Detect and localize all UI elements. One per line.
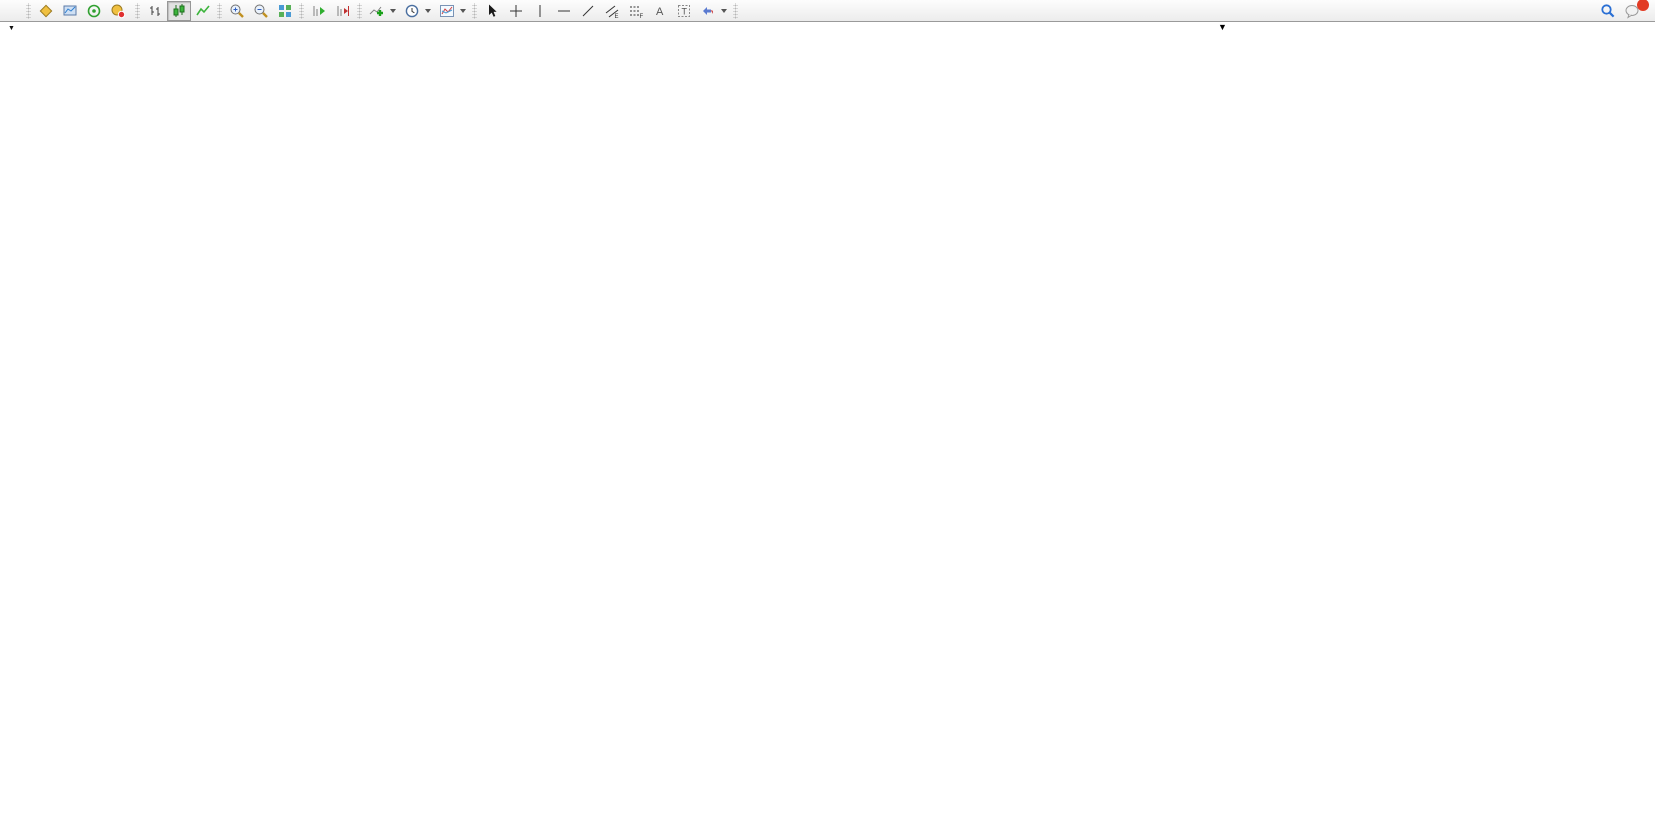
equidistant-channel-button[interactable]: E [600, 1, 624, 21]
templates-button[interactable] [435, 1, 470, 21]
arrows-button[interactable] [696, 1, 731, 21]
market-watch-icon [39, 4, 53, 17]
fibonacci-icon: F [630, 6, 644, 19]
toolbar-grip [217, 2, 222, 19]
new-order-button[interactable] [2, 1, 24, 21]
text-label-icon: T [678, 4, 690, 17]
equidistant-channel-icon: E [605, 5, 619, 19]
tile-windows-button[interactable] [273, 1, 297, 21]
zoom-out-button[interactable] [249, 1, 273, 21]
text-label-button[interactable]: T [672, 1, 696, 21]
trendline-button[interactable] [576, 1, 600, 21]
signal-icon [87, 4, 101, 17]
toolbar-grip [299, 2, 304, 19]
chart-shift-icon [337, 5, 349, 16]
svg-text:E: E [615, 14, 619, 19]
zoom-in-icon [230, 4, 244, 18]
notification-badge[interactable] [1637, 0, 1649, 11]
templates-icon [440, 4, 454, 17]
market-watch-button[interactable] [34, 1, 58, 21]
cursor-button[interactable] [480, 1, 504, 21]
zoom-out-icon [254, 4, 268, 18]
crosshair-icon [510, 4, 522, 17]
indicators-button[interactable] [365, 1, 400, 21]
main-toolbar: E F A T [0, 0, 1655, 22]
new-chart-window-button[interactable] [58, 1, 82, 21]
chat-button[interactable] [1620, 1, 1645, 21]
line-chart-icon [196, 4, 210, 15]
dropdown-arrow-icon[interactable] [460, 8, 466, 13]
toolbar-grip [357, 2, 362, 19]
bar-chart-button[interactable] [143, 1, 167, 21]
auto-trading-cart-icon [111, 4, 126, 18]
signals-button[interactable] [82, 1, 106, 21]
horizontal-line-icon [558, 10, 570, 11]
candlestick-chart-icon [173, 3, 185, 17]
text-icon: A [656, 6, 664, 18]
trendline-icon [582, 5, 594, 16]
search-icon [1601, 3, 1615, 17]
toolbar-grip [135, 2, 140, 19]
line-chart-button[interactable] [191, 1, 215, 21]
dropdown-arrow-icon[interactable] [721, 8, 727, 13]
svg-text:F: F [640, 14, 644, 19]
auto-scroll-button[interactable] [307, 1, 331, 21]
text-button[interactable]: A [648, 1, 672, 21]
indicators-add-icon [369, 6, 383, 16]
zoom-in-button[interactable] [225, 1, 249, 21]
svg-text:T: T [682, 6, 688, 16]
tile-windows-icon [279, 4, 291, 17]
crosshair-button[interactable] [504, 1, 528, 21]
vertical-line-button[interactable] [528, 1, 552, 21]
arrows-icon [703, 6, 713, 15]
dropdown-arrow-icon[interactable] [390, 8, 396, 13]
periods-button[interactable] [400, 1, 435, 21]
cursor-icon [489, 4, 497, 17]
auto-trading-button[interactable] [106, 1, 133, 21]
toolbar-grip [472, 2, 477, 19]
svg-text:A: A [656, 6, 664, 18]
auto-scroll-icon [313, 5, 325, 16]
horizontal-line-button[interactable] [552, 1, 576, 21]
dropdown-arrow-icon[interactable] [425, 8, 431, 13]
chart-shift-button[interactable] [331, 1, 355, 21]
fibonacci-button[interactable]: F [624, 1, 648, 21]
candlestick-chart-button[interactable] [167, 0, 191, 21]
search-button[interactable] [1596, 1, 1620, 21]
bar-chart-icon [150, 5, 160, 16]
vertical-line-icon [539, 4, 541, 17]
clock-icon [405, 4, 419, 17]
chart-window-icon [63, 5, 77, 15]
toolbar-grip [26, 2, 31, 19]
chat-bubble-icon [1625, 4, 1639, 19]
toolbar-grip [733, 2, 738, 19]
